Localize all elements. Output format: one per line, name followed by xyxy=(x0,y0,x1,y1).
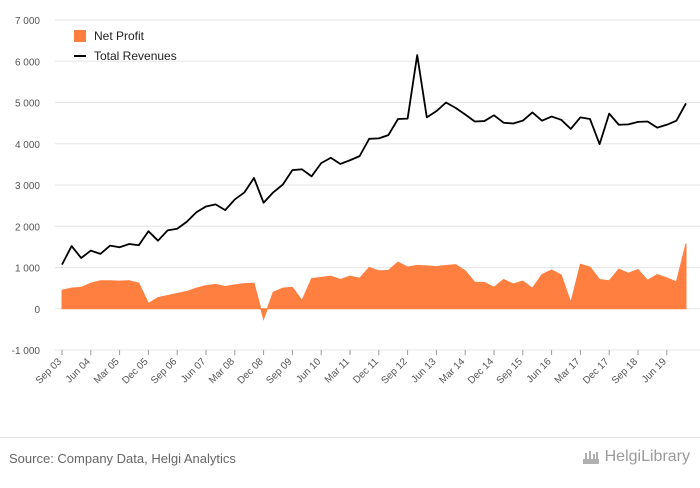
net-profit-swatch xyxy=(74,30,86,42)
x-tick-label: Dec 05 xyxy=(120,356,150,386)
x-tick-label: Mar 14 xyxy=(438,356,468,386)
y-tick-label: 2 000 xyxy=(15,222,40,233)
legend-label-total-revenues: Total Revenues xyxy=(94,49,177,63)
x-tick-label: Dec 17 xyxy=(581,356,611,386)
library-icon xyxy=(582,451,599,464)
legend-label-net-profit: Net Profit xyxy=(94,29,145,43)
x-tick-label: Dec 14 xyxy=(466,356,496,386)
total-revenues-swatch xyxy=(74,55,86,57)
x-tick-label: Mar 17 xyxy=(553,356,583,386)
net-profit-area[interactable] xyxy=(61,243,687,321)
x-tick-label: Mar 11 xyxy=(323,356,353,386)
x-tick-label: Mar 05 xyxy=(92,356,122,386)
y-tick-label: 6 000 xyxy=(15,57,40,68)
total-revenues-line[interactable] xyxy=(61,54,687,266)
x-tick-label: Mar 08 xyxy=(207,356,237,386)
x-tick-label: Sep 06 xyxy=(149,356,179,386)
legend-item-total-revenues[interactable]: Total Revenues xyxy=(74,46,177,66)
y-tick-label: 1 000 xyxy=(15,264,40,275)
x-tick-label: Sep 18 xyxy=(610,356,640,386)
y-tick-label: 7 000 xyxy=(15,16,40,27)
x-tick-label: Jun 10 xyxy=(294,356,323,385)
x-tick-label: Jun 13 xyxy=(410,356,439,385)
x-tick-label: Jun 16 xyxy=(525,356,554,385)
x-tick-label: Sep 15 xyxy=(495,356,525,386)
y-tick-label: -1 000 xyxy=(12,346,41,357)
x-tick-label: Sep 12 xyxy=(380,356,410,386)
x-tick-label: Sep 09 xyxy=(264,356,294,386)
footer-divider xyxy=(0,437,700,438)
x-tick-label: Jun 07 xyxy=(179,356,208,385)
axis-labels: -1 000 0 1 000 2 000 3 000 4 000 5 000 6 000 7 0… xyxy=(12,16,670,387)
y-tick-label: 4 000 xyxy=(15,140,40,151)
legend: Net Profit Total Revenues xyxy=(74,26,177,66)
x-tick-label: Dec 11 xyxy=(351,356,381,386)
brand-logo[interactable]: HelgiLibrary xyxy=(582,448,690,466)
x-tick-label: Dec 08 xyxy=(236,356,266,386)
x-tick-label: Sep 03 xyxy=(34,356,64,386)
y-tick-label: 3 000 xyxy=(15,181,40,192)
series-layer xyxy=(61,54,687,321)
y-tick-label: 0 xyxy=(34,305,40,316)
source-note: Source: Company Data, Helgi Analytics xyxy=(9,451,236,466)
y-tick-label: 5 000 xyxy=(15,99,40,110)
brand-name: HelgiLibrary xyxy=(604,448,690,465)
x-tick-label: Jun 19 xyxy=(640,356,669,385)
legend-item-net-profit[interactable]: Net Profit xyxy=(74,26,177,46)
x-tick-label: Jun 04 xyxy=(64,356,93,385)
